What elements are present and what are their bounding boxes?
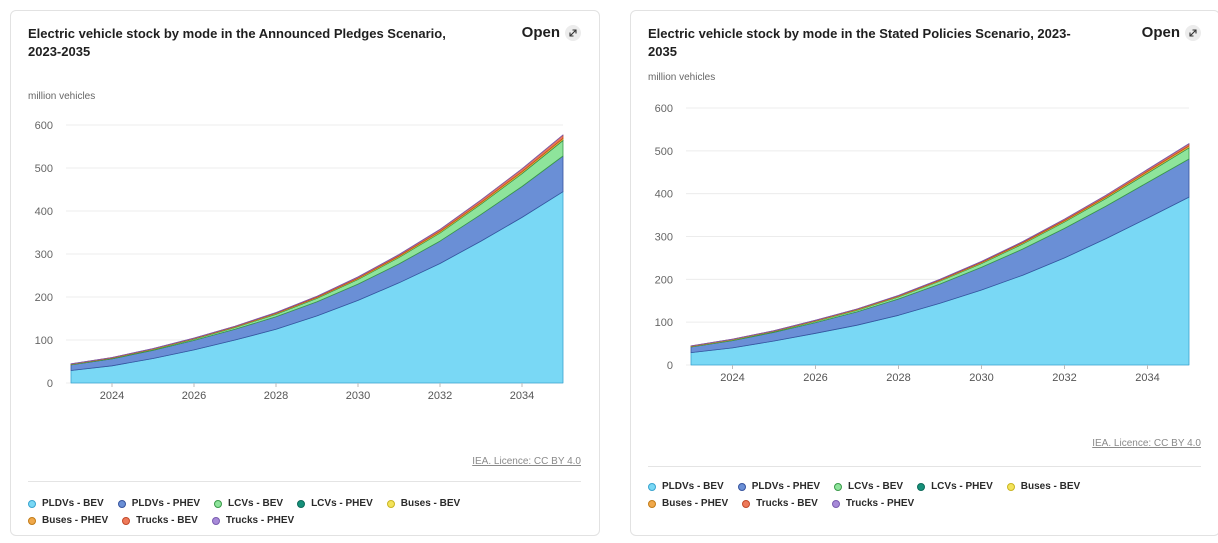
- x-tick-label: 2026: [182, 390, 206, 402]
- legend-item[interactable]: PLDVs - BEV: [28, 498, 104, 509]
- y-tick-label: 100: [655, 317, 673, 329]
- chart-legend: PLDVs - BEV PLDVs - PHEV LCVs - BEV LCVs - …: [28, 498, 548, 526]
- licence-link[interactable]: IEA. Licence: CC BY 4.0: [472, 456, 581, 467]
- x-tick-label: 2028: [264, 390, 288, 402]
- x-tick-label: 2032: [1052, 372, 1076, 384]
- expand-arrow-icon: [565, 24, 581, 41]
- x-tick-label: 2026: [803, 372, 827, 384]
- y-tick-label: 0: [667, 360, 673, 372]
- legend-label: Trucks - BEV: [756, 498, 818, 509]
- legend-swatch-icon: [917, 482, 926, 491]
- y-tick-label: 0: [47, 378, 53, 390]
- legend-swatch-icon: [386, 499, 395, 508]
- stacked-area-chart: 0 100 200 300 400 500 600 2024 2026 2028 2030 2032 2…: [655, 103, 1190, 384]
- legend-label: LCVs - BEV: [848, 481, 904, 492]
- legend-swatch-icon: [831, 499, 840, 508]
- legend-swatch-icon: [648, 499, 656, 508]
- legend-divider: [648, 466, 1201, 467]
- legend-item[interactable]: LCVs - PHEV: [297, 498, 373, 509]
- legend-item[interactable]: Buses - BEV: [1006, 481, 1081, 492]
- legend-item[interactable]: Buses - PHEV: [28, 515, 108, 526]
- open-button[interactable]: Open: [1142, 24, 1201, 41]
- chart-card-announced-pledges: Electric vehicle stock by mode in the An…: [10, 10, 600, 536]
- legend-label: Buses - BEV: [400, 498, 461, 509]
- y-tick-label: 200: [35, 292, 53, 304]
- y-tick-label: 500: [655, 146, 673, 158]
- y-axis-unit-label: million vehicles: [648, 72, 716, 83]
- legend-label: Buses - PHEV: [662, 498, 729, 509]
- x-tick-label: 2034: [510, 390, 534, 402]
- legend-swatch-icon: [28, 499, 36, 508]
- x-tick-label: 2030: [346, 390, 370, 402]
- x-tick-label: 2028: [886, 372, 910, 384]
- y-tick-label: 500: [35, 163, 53, 175]
- legend-swatch-icon: [834, 482, 843, 491]
- legend-swatch-icon: [648, 482, 656, 491]
- area-series-trucks-phev[interactable]: [70, 134, 564, 365]
- licence-link[interactable]: IEA. Licence: CC BY 4.0: [1092, 438, 1201, 449]
- legend-swatch-icon: [214, 499, 223, 508]
- open-button[interactable]: Open: [522, 24, 581, 41]
- chart-title: Electric vehicle stock by mode in the An…: [28, 26, 446, 59]
- legend-item[interactable]: Buses - BEV: [386, 498, 461, 509]
- legend-label: Buses - BEV: [1020, 481, 1081, 492]
- legend-item[interactable]: Trucks - BEV: [742, 498, 818, 509]
- legend-label: LCVs - PHEV: [931, 481, 993, 492]
- legend-swatch-icon: [28, 516, 36, 525]
- legend-label: PLDVs - BEV: [662, 481, 724, 492]
- legend-label: Trucks - PHEV: [845, 498, 915, 509]
- legend-item[interactable]: LCVs - BEV: [834, 481, 903, 492]
- x-tick-label: 2030: [969, 372, 993, 384]
- x-tick-label: 2024: [720, 372, 744, 384]
- expand-arrow-icon: [1185, 24, 1201, 41]
- chart-title: Electric vehicle stock by mode in the St…: [648, 26, 1071, 59]
- y-axis-unit-label: million vehicles: [28, 91, 96, 102]
- legend-label: Trucks - BEV: [136, 515, 198, 526]
- legend-item[interactable]: Buses - PHEV: [648, 498, 728, 509]
- legend-label: LCVs - BEV: [228, 498, 284, 509]
- legend-swatch-icon: [1006, 482, 1015, 491]
- y-tick-label: 100: [35, 335, 53, 347]
- legend-item[interactable]: Trucks - PHEV: [831, 498, 915, 509]
- x-tick-label: 2032: [428, 390, 452, 402]
- y-tick-label: 600: [35, 120, 53, 132]
- legend-item[interactable]: PLDVs - PHEV: [737, 481, 821, 492]
- legend-swatch-icon: [737, 482, 746, 491]
- legend-item[interactable]: PLDVs - PHEV: [117, 498, 201, 509]
- legend-label: Trucks - PHEV: [225, 515, 295, 526]
- x-tick-label: 2024: [100, 390, 124, 402]
- y-tick-label: 300: [655, 232, 673, 244]
- y-tick-label: 400: [35, 206, 53, 218]
- stacked-area-chart: 0 100 200 300 400 500 600 2024 2026 2028 2030 2032 2…: [35, 120, 564, 402]
- legend-item[interactable]: Trucks - PHEV: [211, 515, 295, 526]
- y-tick-label: 400: [655, 189, 673, 201]
- y-tick-label: 600: [655, 103, 673, 115]
- y-tick-label: 200: [655, 274, 673, 286]
- open-label: Open: [521, 24, 560, 41]
- legend-label: LCVs - PHEV: [311, 498, 373, 509]
- legend-label: PLDVs - PHEV: [131, 498, 201, 509]
- legend-swatch-icon: [297, 499, 306, 508]
- legend-swatch-icon: [211, 516, 220, 525]
- legend-item[interactable]: LCVs - PHEV: [917, 481, 993, 492]
- legend-swatch-icon: [117, 499, 126, 508]
- legend-swatch-icon: [122, 516, 131, 525]
- legend-label: Buses - PHEV: [42, 515, 109, 526]
- y-tick-label: 300: [35, 249, 53, 261]
- legend-swatch-icon: [742, 499, 751, 508]
- legend-item[interactable]: PLDVs - BEV: [648, 481, 724, 492]
- legend-item[interactable]: LCVs - BEV: [214, 498, 283, 509]
- chart-card-stated-policies: Electric vehicle stock by mode in the St…: [630, 10, 1218, 536]
- chart-legend: PLDVs - BEV PLDVs - PHEV LCVs - BEV LCVs - …: [648, 481, 1168, 509]
- area-series-trucks-phev[interactable]: [690, 143, 1190, 347]
- open-label: Open: [1141, 24, 1180, 41]
- x-tick-label: 2034: [1135, 372, 1159, 384]
- legend-divider: [28, 481, 581, 482]
- legend-label: PLDVs - PHEV: [751, 481, 821, 492]
- legend-item[interactable]: Trucks - BEV: [122, 515, 198, 526]
- legend-label: PLDVs - BEV: [42, 498, 104, 509]
